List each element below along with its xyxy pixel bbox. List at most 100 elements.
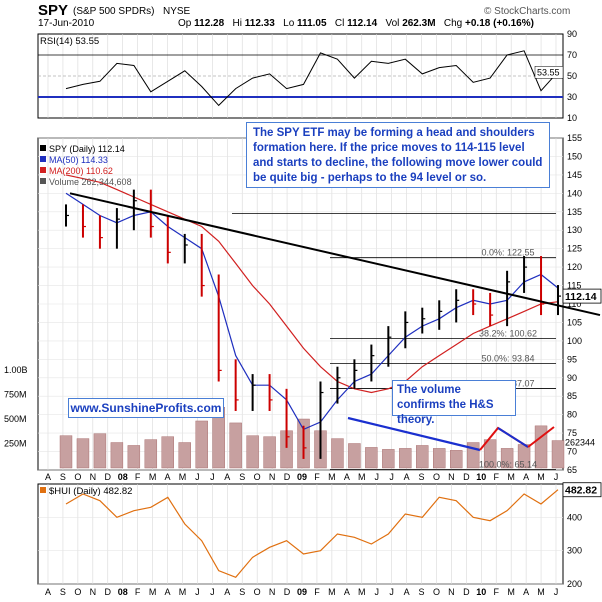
month-tick-label: J (210, 472, 215, 482)
month-tick-label: 08 (118, 587, 128, 597)
month-tick-label: S (239, 587, 245, 597)
month-tick-label: A (45, 587, 51, 597)
month-tick-label: F (493, 472, 499, 482)
legend-ma200-swatch (40, 167, 46, 173)
month-tick-label: M (149, 587, 157, 597)
chart-header: SPY (S&P 500 SPDRs) NYSE 17-Jun-2010 Op … (0, 2, 602, 29)
month-tick-label: F (314, 472, 320, 482)
month-tick-label: A (344, 587, 350, 597)
fib-level-label: 0.0%: 122.55 (481, 248, 534, 258)
price-tick-label: 85 (567, 391, 577, 401)
fib-level-label: 38.2%: 100.62 (479, 329, 537, 339)
month-tick-label: M (179, 587, 187, 597)
hui-tick-label: 300 (567, 546, 582, 556)
month-tick-label: A (404, 472, 410, 482)
price-tick-label: 145 (567, 170, 582, 180)
price-tick-label: 120 (567, 262, 582, 272)
month-tick-label: O (74, 472, 81, 482)
hui-line (65, 489, 559, 579)
month-tick-label: 10 (476, 472, 486, 482)
volume-bar (127, 445, 141, 469)
price-tick-label: 70 (567, 447, 577, 457)
fib-level-label: 100.0%: 65.14 (479, 459, 537, 469)
fib-level-label: 50.0%: 93.84 (481, 354, 534, 364)
volume-bar (178, 442, 191, 469)
month-tick-label: J (554, 472, 559, 482)
rsi-tick-label: 50 (567, 71, 577, 81)
price-tick-label: 115 (567, 281, 581, 291)
month-tick-label: J (374, 587, 379, 597)
month-tick-label: J (195, 472, 200, 482)
price-tick-label: 135 (567, 207, 582, 217)
price-tick-label: 130 (567, 225, 582, 235)
month-tick-label: M (537, 587, 545, 597)
volume-bar (399, 448, 412, 469)
month-tick-label: A (165, 587, 171, 597)
open-value: 112.28 (194, 18, 225, 29)
legend-volume-swatch (40, 178, 46, 184)
month-tick-label: M (149, 472, 157, 482)
rsi-tick-label: 30 (567, 92, 577, 102)
volume-bar (382, 449, 395, 469)
volume-bar (416, 445, 429, 469)
price-tick-label: 105 (567, 317, 582, 327)
month-tick-label: S (60, 472, 66, 482)
month-tick-label: O (433, 472, 440, 482)
volume-bar (263, 436, 276, 469)
month-tick-label: O (74, 587, 81, 597)
change-label: Chg (443, 18, 463, 29)
month-tick-label: 10 (476, 587, 486, 597)
volume-bar (229, 422, 242, 469)
open-label: Op (178, 18, 192, 29)
month-tick-label: S (239, 472, 245, 482)
head-shoulders-annotation: The SPY ETF may be forming a head and sh… (246, 122, 550, 188)
volume-bar (195, 420, 208, 469)
month-tick-label: S (419, 587, 425, 597)
rsi-tick-label: 90 (567, 29, 577, 39)
volume-last-value: 262344 (565, 437, 595, 447)
volume-bar (161, 436, 174, 469)
month-tick-label: A (224, 587, 230, 597)
month-tick-label: D (463, 472, 470, 482)
high-value: 112.33 (244, 18, 275, 29)
month-tick-label: O (254, 472, 261, 482)
volume-bar (331, 438, 344, 469)
price-tick-label: 90 (567, 373, 577, 383)
rsi-tick-label: 70 (567, 50, 577, 60)
month-tick-label: J (554, 587, 559, 597)
price-last-value-box (562, 288, 602, 304)
ma200-line (65, 174, 559, 394)
price-last-value: 112.14 (565, 291, 597, 303)
month-tick-label: A (404, 587, 410, 597)
month-tick-label: F (493, 587, 499, 597)
rsi-title: RSI(14) 53.55 (40, 36, 99, 47)
price-tick-label: 110 (567, 299, 581, 309)
month-tick-label: A (224, 472, 230, 482)
volume-trend-down (347, 416, 481, 452)
month-tick-label: 09 (297, 472, 307, 482)
month-tick-label: S (60, 587, 66, 597)
volume-bar (365, 447, 378, 469)
month-tick-label: M (328, 472, 336, 482)
volume-bar (246, 435, 259, 469)
month-tick-label: D (105, 472, 112, 482)
price-tick-label: 140 (567, 188, 582, 198)
low-value: 111.05 (297, 18, 327, 29)
quote-date: 17-Jun-2010 (38, 18, 95, 29)
close-label: Cl (334, 18, 345, 29)
volume-bar (144, 439, 158, 469)
month-tick-label: J (210, 587, 215, 597)
volume-bar (450, 450, 463, 469)
month-tick-label: S (419, 472, 425, 482)
month-tick-label: 08 (118, 472, 128, 482)
month-tick-label: D (284, 472, 291, 482)
month-tick-label: M (537, 472, 545, 482)
high-label: Hi (232, 18, 242, 29)
month-tick-label: D (284, 587, 291, 597)
month-tick-label: M (328, 587, 336, 597)
month-tick-label: M (179, 472, 187, 482)
month-tick-label: D (463, 587, 470, 597)
rsi-last-value: 53.55 (537, 67, 560, 77)
rsi-tick-label: 10 (567, 113, 577, 123)
